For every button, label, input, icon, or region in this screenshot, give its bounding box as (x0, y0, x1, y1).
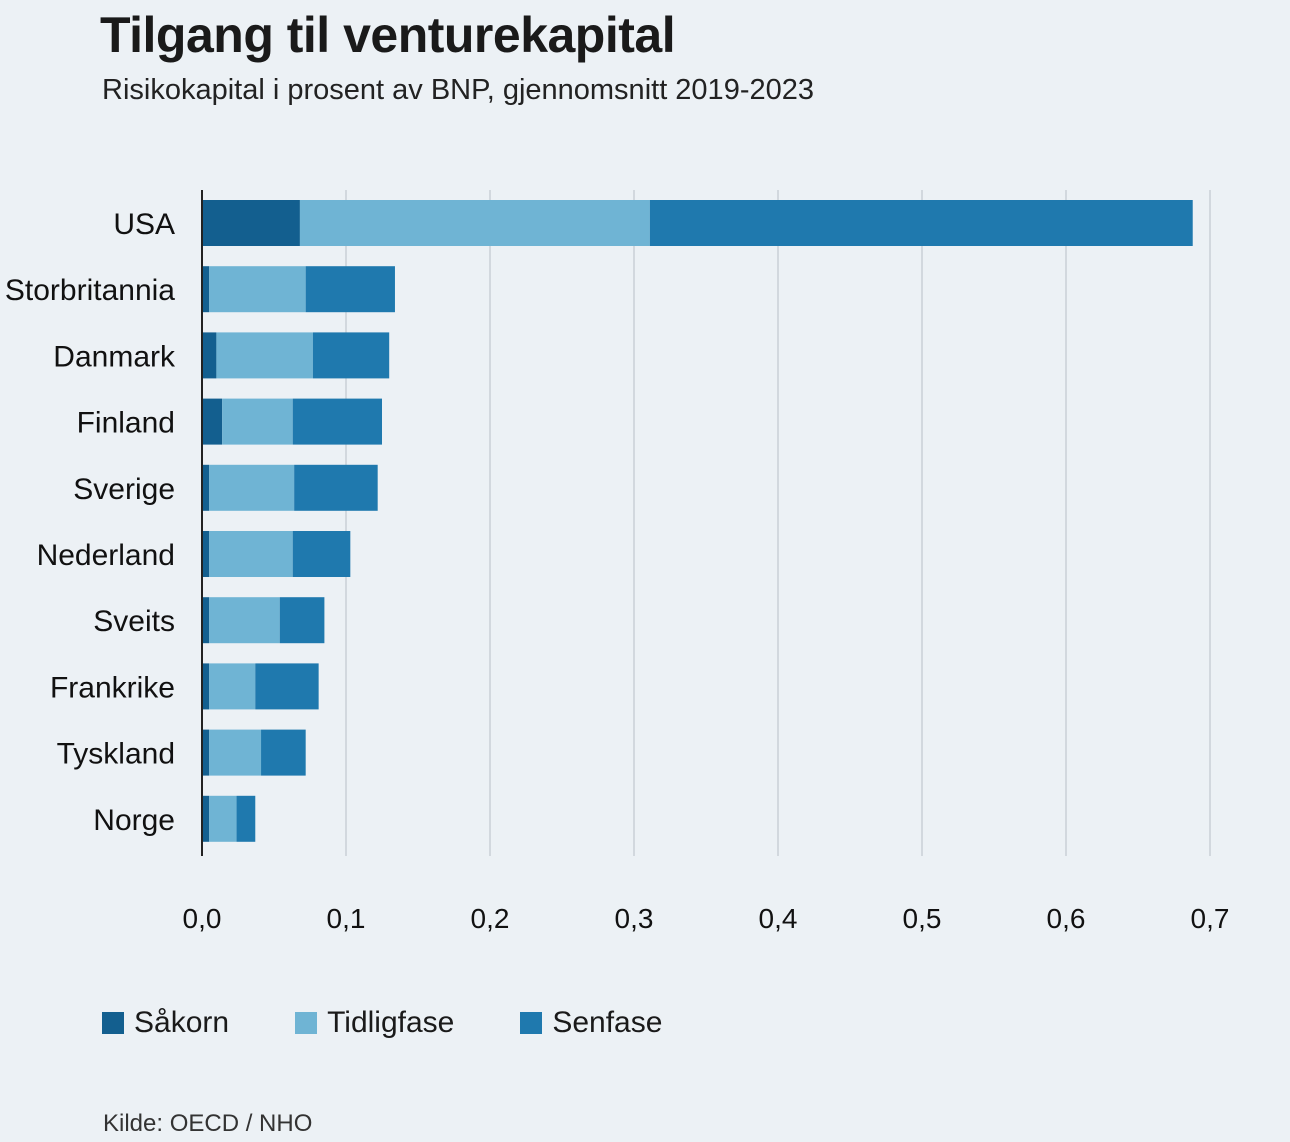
x-tick-label: 0,7 (1191, 903, 1230, 934)
bar-segment (649, 200, 1193, 246)
bar-segment (292, 531, 351, 577)
bar-segment (209, 663, 256, 710)
x-tick-label: 0,4 (759, 903, 798, 934)
legend-item-tidligfase: Tidligfase (295, 1006, 454, 1040)
bar-segment (202, 332, 217, 379)
bar-segment (202, 729, 210, 776)
chart-title: Tilgang til venturekapital (100, 7, 676, 63)
bar-segment (202, 531, 210, 577)
bar-segment (305, 266, 395, 313)
bars (202, 200, 1193, 842)
bar-segment (216, 332, 313, 379)
bar-segment (312, 332, 390, 379)
x-tick-label: 0,3 (615, 903, 654, 934)
category-label: Tyskland (57, 738, 175, 771)
bar-chart: 0,0 0,1 0,2 0,3 0,4 0,5 0,6 0,7 USA Storbritannia… (5, 190, 1230, 934)
bar-segment (209, 266, 306, 313)
bar-segment (209, 729, 262, 776)
bar-segment (279, 597, 325, 644)
bar-segment (202, 795, 210, 842)
bar-segment (202, 266, 210, 313)
bar-segment (202, 398, 223, 445)
legend-swatch-tidligfase (295, 1012, 318, 1034)
bar-segment (209, 531, 293, 577)
legend-item-senfase: Senfase (520, 1006, 662, 1040)
category-label: Norge (93, 804, 175, 837)
category-label: Sveits (93, 605, 175, 638)
legend-swatch-sakorn (102, 1012, 124, 1034)
bar-segment (222, 398, 293, 445)
category-label: Danmark (53, 340, 176, 373)
x-tick-label: 0,5 (903, 903, 942, 934)
x-tick-label: 0,1 (327, 903, 366, 934)
chart-subtitle: Risikokapital i prosent av BNP, gjennoms… (102, 74, 814, 106)
x-tick-label: 0,6 (1047, 903, 1086, 934)
bar-segment (292, 398, 382, 445)
bar-segment (202, 597, 210, 644)
bar-segment (261, 729, 306, 776)
legend: Såkorn Tidligfase Senfase (102, 1006, 728, 1040)
x-tick-label: 0,0 (183, 903, 222, 934)
category-label: Storbritannia (5, 274, 175, 307)
bar-segment (294, 464, 378, 511)
x-tick-label: 0,2 (471, 903, 510, 934)
legend-label-senfase: Senfase (552, 1006, 663, 1039)
legend-swatch-senfase (520, 1012, 543, 1034)
labels: 0,0 0,1 0,2 0,3 0,4 0,5 0,6 0,7 USA Storbritannia… (5, 208, 1230, 934)
bar-segment (209, 464, 295, 511)
bar-segment (299, 200, 650, 246)
category-label: Frankrike (50, 671, 175, 704)
legend-label-tidligfase: Tidligfase (327, 1006, 455, 1039)
legend-item-sakorn: Såkorn (102, 1006, 229, 1040)
bar-segment (202, 464, 210, 511)
legend-label-sakorn: Såkorn (134, 1006, 230, 1039)
bar-segment (209, 795, 237, 842)
category-label: USA (113, 208, 175, 241)
category-label: Finland (77, 407, 175, 440)
bar-segment (209, 597, 280, 644)
bar-segment (202, 663, 210, 710)
category-label: Nederland (37, 539, 175, 572)
grid-lines (345, 190, 1211, 856)
bar-segment (202, 200, 300, 246)
bar-segment (236, 795, 256, 842)
category-label: Sverige (73, 473, 175, 506)
bar-segment (255, 663, 319, 710)
source-note: Kilde: OECD / NHO (103, 1110, 313, 1137)
